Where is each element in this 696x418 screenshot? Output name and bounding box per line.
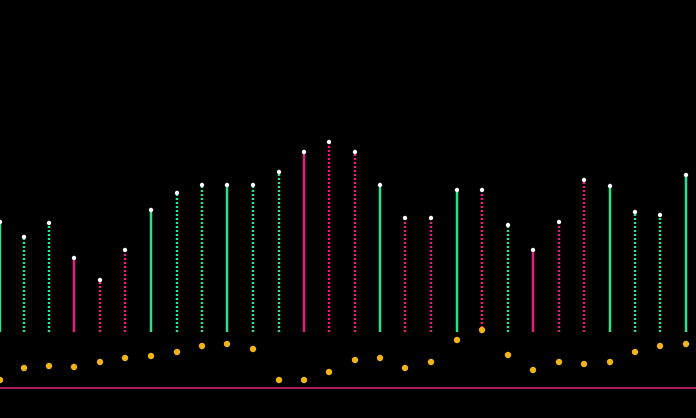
dot (529, 366, 537, 374)
stem-tip (21, 234, 27, 240)
dot (45, 362, 53, 370)
dot (20, 364, 28, 372)
stem-tip (276, 169, 282, 175)
stem-tip (683, 172, 689, 178)
dot (249, 345, 257, 353)
stem-tip (250, 182, 256, 188)
dot (0, 376, 4, 384)
dot (351, 356, 359, 364)
stem-tip (122, 247, 128, 253)
stem-tip (479, 187, 485, 193)
dot (631, 348, 639, 356)
stem-tip (326, 139, 332, 145)
dot (478, 326, 486, 334)
dot (401, 364, 409, 372)
dot (656, 342, 664, 350)
dot (121, 354, 129, 362)
stem-tip (301, 149, 307, 155)
stem-tip (581, 177, 587, 183)
dot (555, 358, 563, 366)
dot (376, 354, 384, 362)
stem-tip (454, 187, 460, 193)
stem-tip (505, 222, 511, 228)
stem-tip (148, 207, 154, 213)
stem-tip (71, 255, 77, 261)
dot (580, 360, 588, 368)
stem-tip (97, 277, 103, 283)
dot (70, 363, 78, 371)
dot (427, 358, 435, 366)
stem-tip (607, 183, 613, 189)
stem-tip (428, 215, 434, 221)
stem-tip (46, 220, 52, 226)
stem-tip (199, 182, 205, 188)
dot (300, 376, 308, 384)
stem-tip (657, 212, 663, 218)
dot (682, 340, 690, 348)
dot (173, 348, 181, 356)
stem-tip (377, 182, 383, 188)
dot (198, 342, 206, 350)
dot (223, 340, 231, 348)
dot (606, 358, 614, 366)
dot (504, 351, 512, 359)
dot (275, 376, 283, 384)
stem-tip (632, 209, 638, 215)
stem-tip (402, 215, 408, 221)
dot (147, 352, 155, 360)
stem-tip (556, 219, 562, 225)
dot (96, 358, 104, 366)
stem-tip (174, 190, 180, 196)
stem-tip (530, 247, 536, 253)
dot (325, 368, 333, 376)
dot (453, 336, 461, 344)
stem-tip (352, 149, 358, 155)
stem-tip (0, 219, 3, 225)
stem-tip (224, 182, 230, 188)
